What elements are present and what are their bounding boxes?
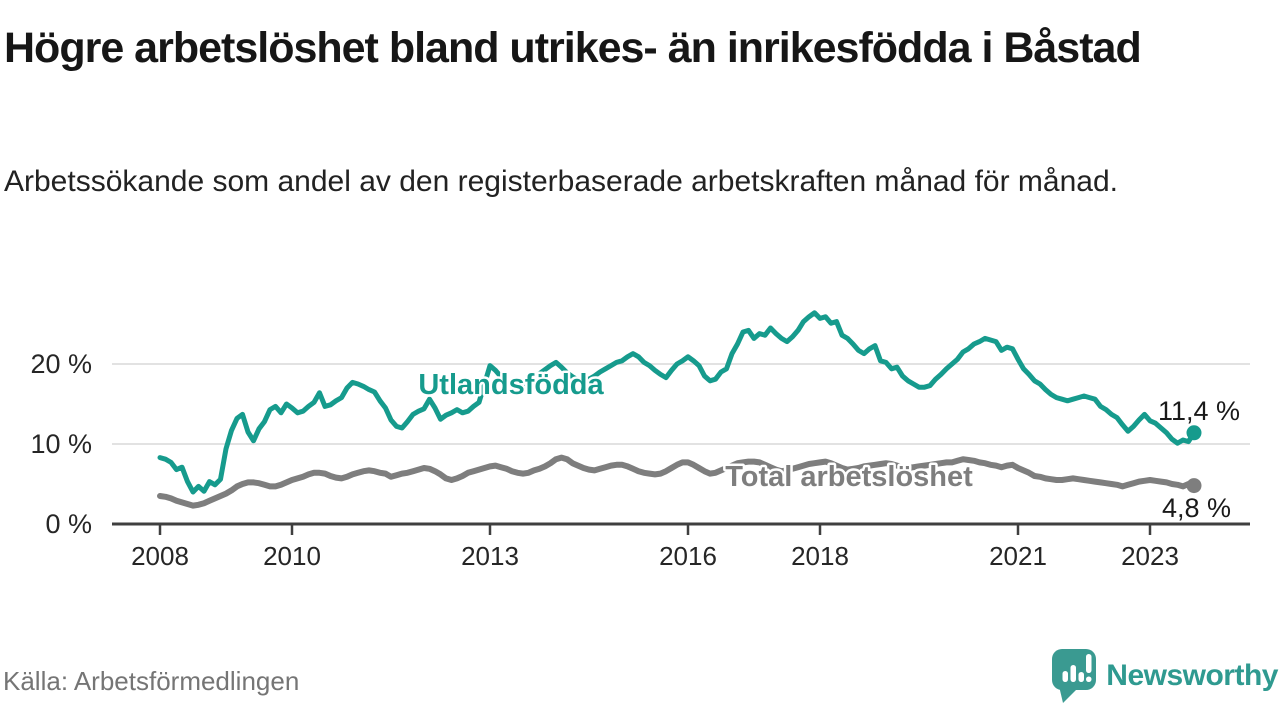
- svg-text:2010: 2010: [263, 541, 321, 571]
- newsworthy-logo: Newsworthy: [1051, 648, 1278, 704]
- svg-text:2016: 2016: [659, 541, 717, 571]
- svg-text:2018: 2018: [791, 541, 849, 571]
- value-label-total: 4,8 %: [1162, 493, 1231, 523]
- x-axis-ticks: [158, 525, 1152, 535]
- svg-text:2021: 2021: [989, 541, 1047, 571]
- newsworthy-logo-icon: [1052, 649, 1097, 703]
- series-lines: [157, 310, 1197, 509]
- x-axis-labels: 2008 2010 2013 2016 2018 2021 2023: [131, 541, 1179, 571]
- svg-text:2008: 2008: [131, 541, 189, 571]
- gridlines: [112, 363, 1250, 445]
- series-label-total: Total arbetslöshet: [725, 461, 973, 493]
- newsworthy-logo-text: Newsworthy: [1106, 659, 1278, 692]
- svg-text:20 %: 20 %: [30, 349, 92, 379]
- svg-text:2023: 2023: [1121, 541, 1179, 571]
- svg-text:10 %: 10 %: [30, 429, 92, 459]
- y-axis-labels: 0 % 10 % 20 %: [30, 349, 92, 539]
- series-label-utlandsfodda: Utlandsfödda: [418, 369, 604, 401]
- line-chart: 2008 2010 2013 2016 2018 2021 2023 0 % 10 % 20 %…: [30, 310, 1250, 571]
- chart-subtitle: Arbetssökande som andel av den registerb…: [4, 165, 1118, 198]
- source-note: Källa: Arbetsförmedlingen: [3, 666, 300, 696]
- series-endpoint-dots: [1186, 425, 1202, 494]
- chart-title: Högre arbetslöshet bland utrikes- än inr…: [4, 24, 1142, 72]
- svg-text:0 %: 0 %: [45, 509, 92, 539]
- value-label-utlandsfodda: 11,4 %: [1158, 396, 1240, 426]
- svg-text:2013: 2013: [461, 541, 519, 571]
